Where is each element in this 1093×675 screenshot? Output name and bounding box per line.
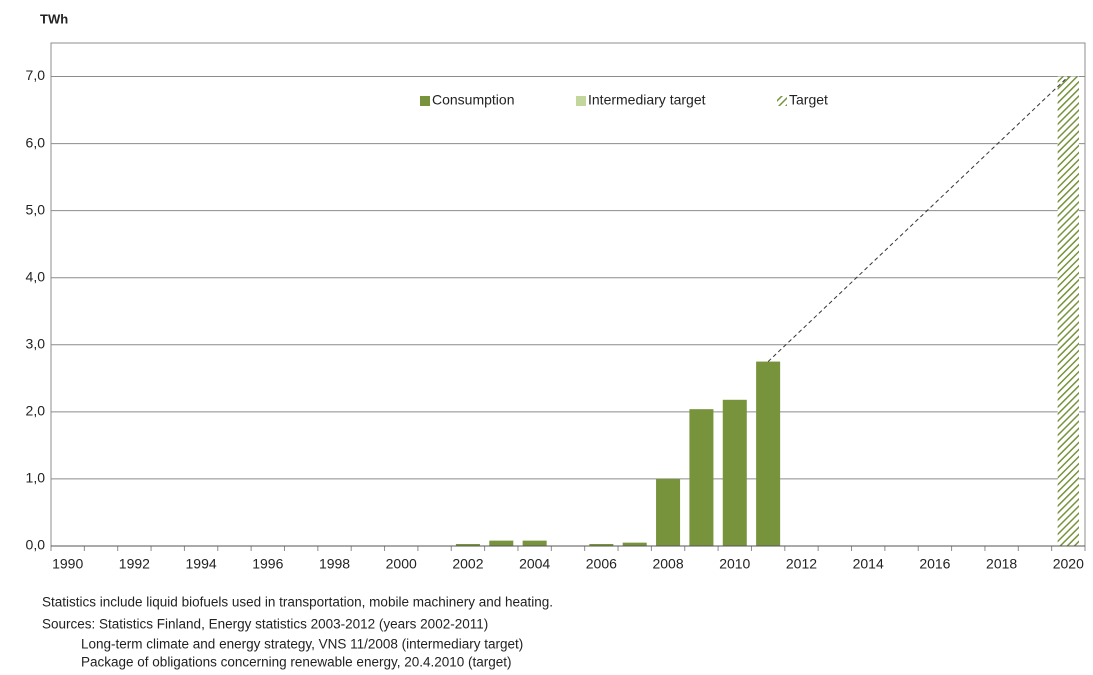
bar: [1057, 76, 1079, 547]
x-tick-label: 2018: [986, 556, 1017, 572]
bar: [689, 409, 714, 546]
x-tick-label: 1994: [186, 556, 217, 572]
y-tick-label: 0,0: [26, 537, 46, 553]
y-tick-label: 4,0: [26, 268, 46, 284]
bar: [756, 361, 781, 546]
x-tick-label: 2002: [452, 556, 483, 572]
legend-swatch: [777, 96, 787, 106]
x-tick-label: 1998: [319, 556, 350, 572]
bar: [656, 478, 681, 546]
x-tick-label: 2004: [519, 556, 550, 572]
x-tick-label: 2006: [586, 556, 617, 572]
legend-label: Intermediary target: [588, 92, 706, 108]
bar: [589, 543, 614, 546]
y-tick-label: 6,0: [26, 134, 46, 150]
x-tick-label: 2012: [786, 556, 817, 572]
x-tick-label: 1996: [252, 556, 283, 572]
x-tick-label: 1992: [119, 556, 150, 572]
bar: [722, 399, 747, 546]
x-tick-label: 2000: [386, 556, 417, 572]
trend-line: [767, 76, 1069, 362]
x-tick-label: 2008: [652, 556, 683, 572]
x-tick-label: 2020: [1053, 556, 1084, 572]
note: Package of obligations concerning renewa…: [81, 655, 512, 670]
y-axis-label: TWh: [40, 11, 68, 26]
legend-swatch: [576, 96, 586, 106]
y-tick-label: 5,0: [26, 201, 46, 217]
x-tick-label: 2016: [919, 556, 950, 572]
note: Sources: Statistics Finland, Energy stat…: [42, 617, 488, 632]
legend-swatch: [420, 96, 430, 106]
bar: [489, 540, 514, 546]
bar: [455, 543, 480, 546]
legend-label: Consumption: [432, 92, 515, 108]
x-tick-label: 1990: [52, 556, 83, 572]
bar: [622, 542, 647, 546]
legend-label: Target: [789, 92, 828, 108]
note: Long-term climate and energy strategy, V…: [81, 637, 523, 652]
x-tick-label: 2014: [853, 556, 884, 572]
y-tick-label: 3,0: [26, 336, 46, 352]
x-tick-label: 2010: [719, 556, 750, 572]
plot-frame: [50, 42, 1086, 547]
y-tick-label: 2,0: [26, 403, 46, 419]
y-tick-label: 1,0: [26, 470, 46, 486]
bar: [522, 540, 547, 546]
y-tick-label: 7,0: [26, 67, 46, 83]
note: Statistics include liquid biofuels used …: [42, 595, 553, 610]
